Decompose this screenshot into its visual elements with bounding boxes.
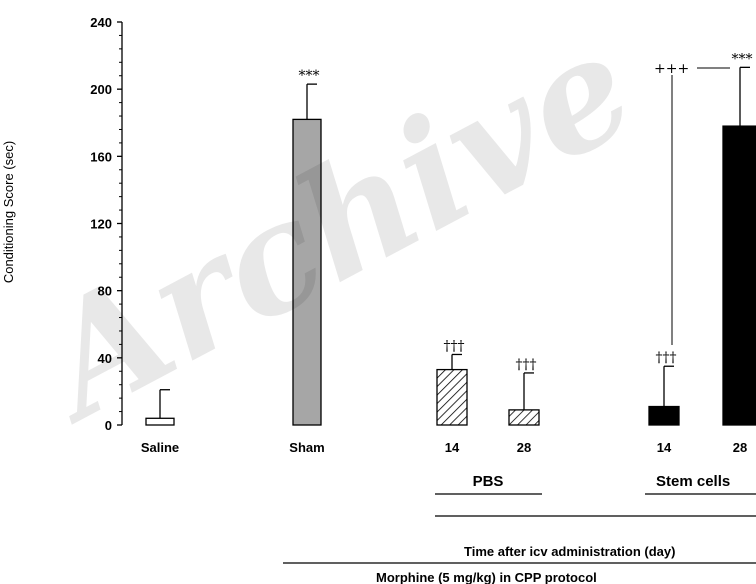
bar <box>722 125 756 426</box>
category-label-stem-28: 28 <box>733 440 747 455</box>
category-label-pbs-28: 28 <box>517 440 531 455</box>
bar <box>436 368 468 426</box>
significance-annotation: ††† <box>656 350 677 366</box>
category-labels: Saline Sham 14 28 14 28 <box>141 440 747 455</box>
category-label-stem-14: 14 <box>657 440 672 455</box>
significance-annotation: ††† <box>444 338 465 354</box>
bar <box>508 409 540 426</box>
time-after-administration-label: Time after icv administration (day) <box>464 544 675 559</box>
category-label-saline: Saline <box>141 440 179 455</box>
significance-annotation: *** <box>732 51 753 67</box>
bar <box>292 118 322 426</box>
category-label-sham: Sham <box>289 440 324 455</box>
y-tick-label: 200 <box>90 82 112 97</box>
comparison-annotation: +++ <box>654 61 689 77</box>
plot-area: 0 40 80 120 160 200 240 *** ††† ††† ††† *** <box>90 15 756 433</box>
bar <box>648 405 680 426</box>
y-tick-label: 240 <box>90 15 112 30</box>
significance-annotation: *** <box>299 68 320 84</box>
y-tick-label: 120 <box>90 217 112 232</box>
significance-annotation: ††† <box>516 357 537 373</box>
y-tick-label: 40 <box>98 351 112 366</box>
group-label-stem-cells: Stem cells <box>656 473 730 490</box>
y-axis-label: Conditioning Score (sec) <box>1 141 16 283</box>
y-tick-label: 160 <box>90 149 112 164</box>
y-tick-label: 0 <box>105 418 112 433</box>
y-tick-label: 80 <box>98 284 112 299</box>
group-label-pbs: PBS <box>473 473 504 490</box>
protocol-label: Morphine (5 mg/kg) in CPP protocol <box>376 570 597 584</box>
category-label-pbs-14: 14 <box>445 440 460 455</box>
